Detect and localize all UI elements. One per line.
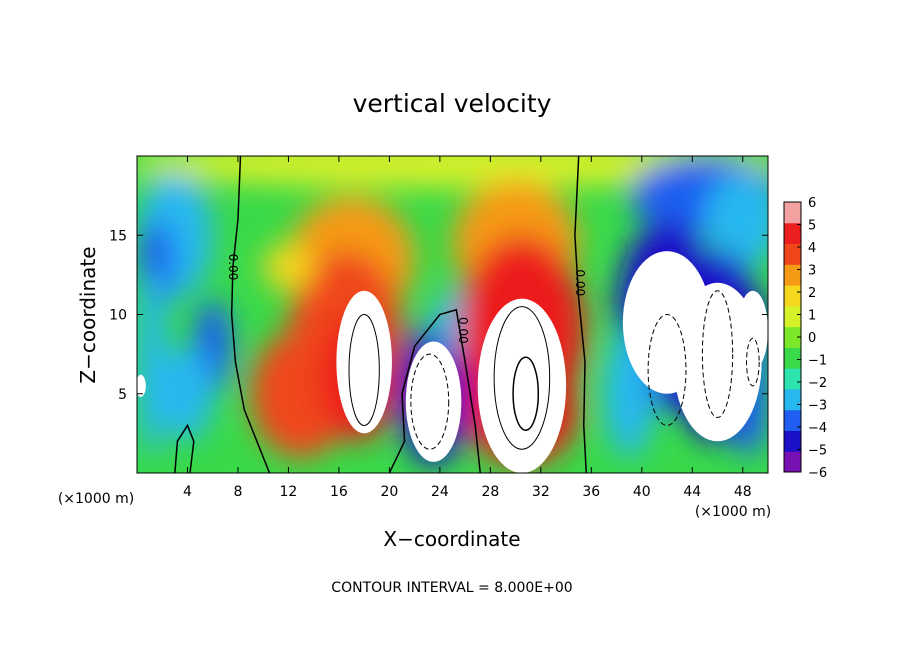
colorbar-swatch xyxy=(784,264,801,286)
colorbar-swatch xyxy=(784,451,801,473)
colorbar-swatch xyxy=(784,347,801,369)
contour-labels: 0.00 0.00 0.00 xyxy=(226,254,587,344)
field-blob xyxy=(162,346,213,442)
contour-line-zero xyxy=(174,423,195,473)
contour-label: 0.00 xyxy=(573,269,587,296)
y-tick-label: 5 xyxy=(118,387,127,403)
x-tick-label: 40 xyxy=(633,484,651,500)
x-tick-label: 24 xyxy=(431,484,449,500)
x-tick-label: 8 xyxy=(233,484,242,500)
field-blob xyxy=(704,171,768,267)
x-unit-left: (×1000 m) xyxy=(58,491,134,507)
contour-line-zero xyxy=(574,156,588,473)
colorbar-tick-label: −3 xyxy=(808,399,827,414)
saturated-core xyxy=(137,374,146,397)
colorbar-tick-label: 6 xyxy=(808,196,816,211)
contour-line-negative xyxy=(410,353,450,450)
colorbar: 6 5 4 3 2 1 0 −1 −2 −3 −4 −5 −6 xyxy=(783,196,827,481)
y-tick-label: 15 xyxy=(109,228,127,244)
colorbar-swatch xyxy=(784,305,801,328)
colorbar-swatch xyxy=(784,409,801,431)
contour-line-zero xyxy=(388,308,482,473)
x-tick-label: 20 xyxy=(380,484,398,500)
y-axis-ticks: 5 10 15 xyxy=(109,228,768,403)
x-axis-ticks: 4 8 12 16 20 24 28 32 36 40 44 48 xyxy=(183,156,752,500)
contour-line-positive xyxy=(348,314,380,426)
colorbar-tick-label: −5 xyxy=(808,444,827,459)
x-tick-label: 12 xyxy=(280,484,298,500)
colorbar-swatch xyxy=(784,285,801,307)
colorbar-swatch xyxy=(784,202,801,224)
saturated-core xyxy=(336,290,392,434)
colorbar-tick-label: −1 xyxy=(808,354,827,369)
contour-label: 0.00 xyxy=(456,317,470,344)
contour-interval-note: CONTOUR INTERVAL = 8.000E+00 xyxy=(331,580,572,596)
x-tick-label: 44 xyxy=(683,484,701,500)
x-unit-right: (×1000 m) xyxy=(695,504,771,520)
contour-line-positive xyxy=(493,306,551,450)
contour-line-positive xyxy=(512,356,540,431)
x-tick-label: 28 xyxy=(481,484,499,500)
field-blob xyxy=(263,243,314,291)
colorbar-tick-label: −6 xyxy=(808,466,827,481)
saturated-core xyxy=(477,298,567,473)
colorbar-swatch xyxy=(784,430,801,452)
colorbar-swatch xyxy=(784,368,801,390)
saturated-cores xyxy=(137,251,768,473)
contour-lines xyxy=(174,156,760,473)
saturated-core xyxy=(737,290,768,370)
colorbar-swatch xyxy=(784,243,801,265)
x-tick-label: 36 xyxy=(582,484,600,500)
contour-line-zero xyxy=(230,156,271,473)
colorbar-tick-label: −4 xyxy=(808,421,827,436)
x-axis-label: X−coordinate xyxy=(383,527,520,551)
contour-line-negative xyxy=(746,337,760,387)
field-blob xyxy=(137,266,168,458)
colorbar-tick-label: 0 xyxy=(808,331,816,346)
y-tick-label: 10 xyxy=(109,308,127,324)
colorbar-swatch xyxy=(784,222,801,245)
x-tick-label: 32 xyxy=(532,484,550,500)
field-blob xyxy=(137,156,768,188)
x-tick-label: 4 xyxy=(183,484,192,500)
colorbar-swatch xyxy=(784,326,801,348)
contour-line-negative xyxy=(647,314,687,426)
contour-label: 0.00 xyxy=(226,254,240,281)
colorbar-tick-label: 5 xyxy=(808,219,816,234)
colorbar-tick-label: −2 xyxy=(808,376,827,391)
x-tick-label: 48 xyxy=(734,484,752,500)
y-axis-label: Z−coordinate xyxy=(76,246,100,383)
colorbar-swatch xyxy=(784,388,801,411)
colorbar-tick-label: 3 xyxy=(808,264,816,279)
colorbar-tick-label: 4 xyxy=(808,241,816,256)
colorbar-tick-label: 2 xyxy=(808,286,816,301)
x-tick-label: 16 xyxy=(330,484,348,500)
saturated-core xyxy=(405,341,462,462)
contour-line-negative xyxy=(701,290,734,419)
chart-title: vertical velocity xyxy=(353,89,552,118)
colorbar-tick-label: 1 xyxy=(808,309,816,324)
